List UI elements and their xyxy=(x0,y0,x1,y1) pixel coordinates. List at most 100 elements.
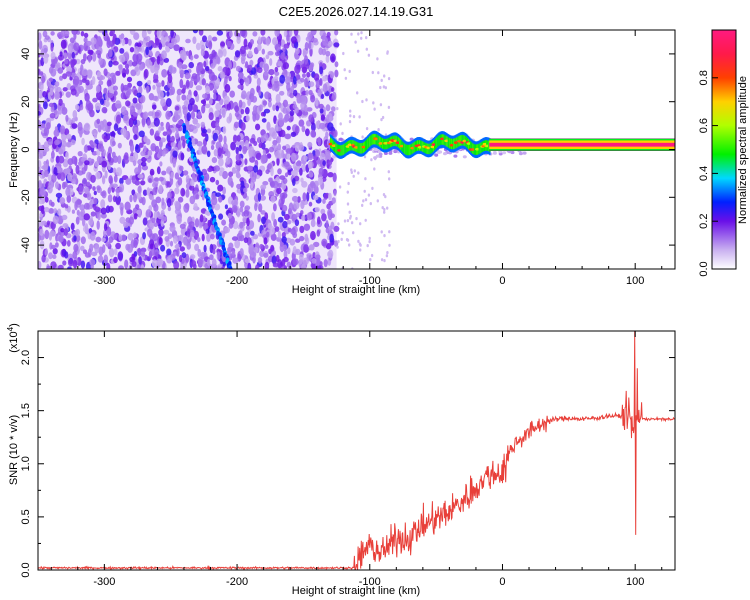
noise-blob xyxy=(132,97,138,104)
carrier-mid xyxy=(400,139,402,150)
noise-blob xyxy=(328,192,332,201)
noise-blob xyxy=(160,35,165,45)
noise-blob xyxy=(138,58,142,65)
noise-blob xyxy=(96,149,101,156)
carrier-mid xyxy=(479,142,482,154)
noise-blob xyxy=(146,187,151,196)
colorbar-tick-label: 0.8 xyxy=(698,70,710,85)
noise-blob xyxy=(239,200,245,208)
noise-blob xyxy=(256,77,261,87)
noise-fringe xyxy=(377,71,380,75)
noise-blob xyxy=(282,62,289,70)
noise-blob xyxy=(133,239,138,249)
noise-blob xyxy=(247,64,253,72)
noise-blob xyxy=(54,126,59,132)
noise-blob xyxy=(275,93,281,104)
noise-blob xyxy=(148,178,152,183)
noise-blob xyxy=(166,91,170,97)
noise-blob xyxy=(220,41,226,47)
noise-blob xyxy=(151,259,158,268)
noise-blob xyxy=(119,48,125,54)
noise-blob xyxy=(320,93,325,99)
noise-blob xyxy=(218,196,223,203)
carrier-mid xyxy=(436,137,438,148)
noise-blob xyxy=(213,165,220,172)
noise-blob xyxy=(210,233,215,240)
noise-blob xyxy=(189,185,195,191)
carrier-mid xyxy=(378,136,381,147)
noise-blob xyxy=(49,87,54,96)
carrier-mid xyxy=(404,143,406,155)
noise-blob xyxy=(153,72,159,83)
noise-blob xyxy=(304,233,309,242)
noise-blob xyxy=(149,128,155,136)
noise-blob xyxy=(120,92,126,100)
noise-blob xyxy=(239,248,244,257)
noise-blob xyxy=(115,167,123,177)
noise-blob xyxy=(70,88,77,96)
noise-blob xyxy=(259,250,265,258)
noise-fringe xyxy=(344,76,348,80)
noise-blob xyxy=(325,243,332,250)
noise-blob xyxy=(67,51,72,60)
noise-blob xyxy=(104,100,110,108)
noise-blob xyxy=(304,104,308,113)
noise-blob xyxy=(182,170,189,176)
noise-blob xyxy=(206,258,211,267)
noise-blob xyxy=(162,131,168,136)
noise-blob xyxy=(119,216,126,224)
noise-fringe xyxy=(357,239,360,243)
noise-fringe xyxy=(360,36,363,40)
noise-blob xyxy=(268,191,275,198)
noise-blob xyxy=(244,205,251,211)
noise-fringe xyxy=(368,236,371,240)
noise-fringe xyxy=(386,206,389,210)
noise-blob xyxy=(113,256,118,264)
noise-blob xyxy=(190,254,196,260)
noise-blob xyxy=(310,129,316,138)
noise-blob xyxy=(180,136,186,141)
noise-fringe xyxy=(376,57,379,61)
noise-blob xyxy=(100,191,106,197)
noise-fringe xyxy=(349,216,352,220)
noise-blob xyxy=(283,249,288,259)
noise-blob xyxy=(107,152,112,163)
noise-blob xyxy=(247,50,253,58)
noise-blob xyxy=(190,55,194,61)
noise-blob xyxy=(184,202,190,210)
noise-blob xyxy=(264,261,270,269)
noise-blob xyxy=(133,134,138,141)
noise-blob xyxy=(128,60,133,67)
carrier-mid xyxy=(334,141,336,153)
noise-blob xyxy=(239,78,244,86)
noise-blob xyxy=(236,208,241,218)
noise-blob xyxy=(218,134,223,143)
x-tick-label: -300 xyxy=(93,275,115,287)
noise-blob xyxy=(245,115,250,122)
noise-fringe xyxy=(349,114,352,118)
noise-blob xyxy=(153,211,158,220)
carrier-halo xyxy=(378,152,383,156)
noise-blob xyxy=(59,75,63,81)
noise-blob xyxy=(239,206,244,213)
noise-blob xyxy=(109,72,116,78)
noise-blob xyxy=(179,223,186,229)
noise-blob xyxy=(193,230,199,240)
noise-blob xyxy=(300,210,304,215)
noise-blob xyxy=(152,187,158,196)
noise-blob xyxy=(108,92,114,99)
noise-blob xyxy=(186,241,191,250)
noise-blob xyxy=(265,37,271,46)
noise-blob xyxy=(216,30,224,36)
noise-blob xyxy=(118,234,123,242)
noise-blob xyxy=(276,135,281,144)
noise-blob xyxy=(334,61,339,68)
noise-blob xyxy=(161,170,167,176)
noise-blob xyxy=(140,161,147,167)
noise-blob xyxy=(95,85,101,93)
noise-blob xyxy=(291,195,299,202)
noise-blob xyxy=(326,114,330,121)
noise-fringe xyxy=(359,222,362,226)
noise-blob xyxy=(310,219,316,228)
noise-blob xyxy=(167,112,172,118)
